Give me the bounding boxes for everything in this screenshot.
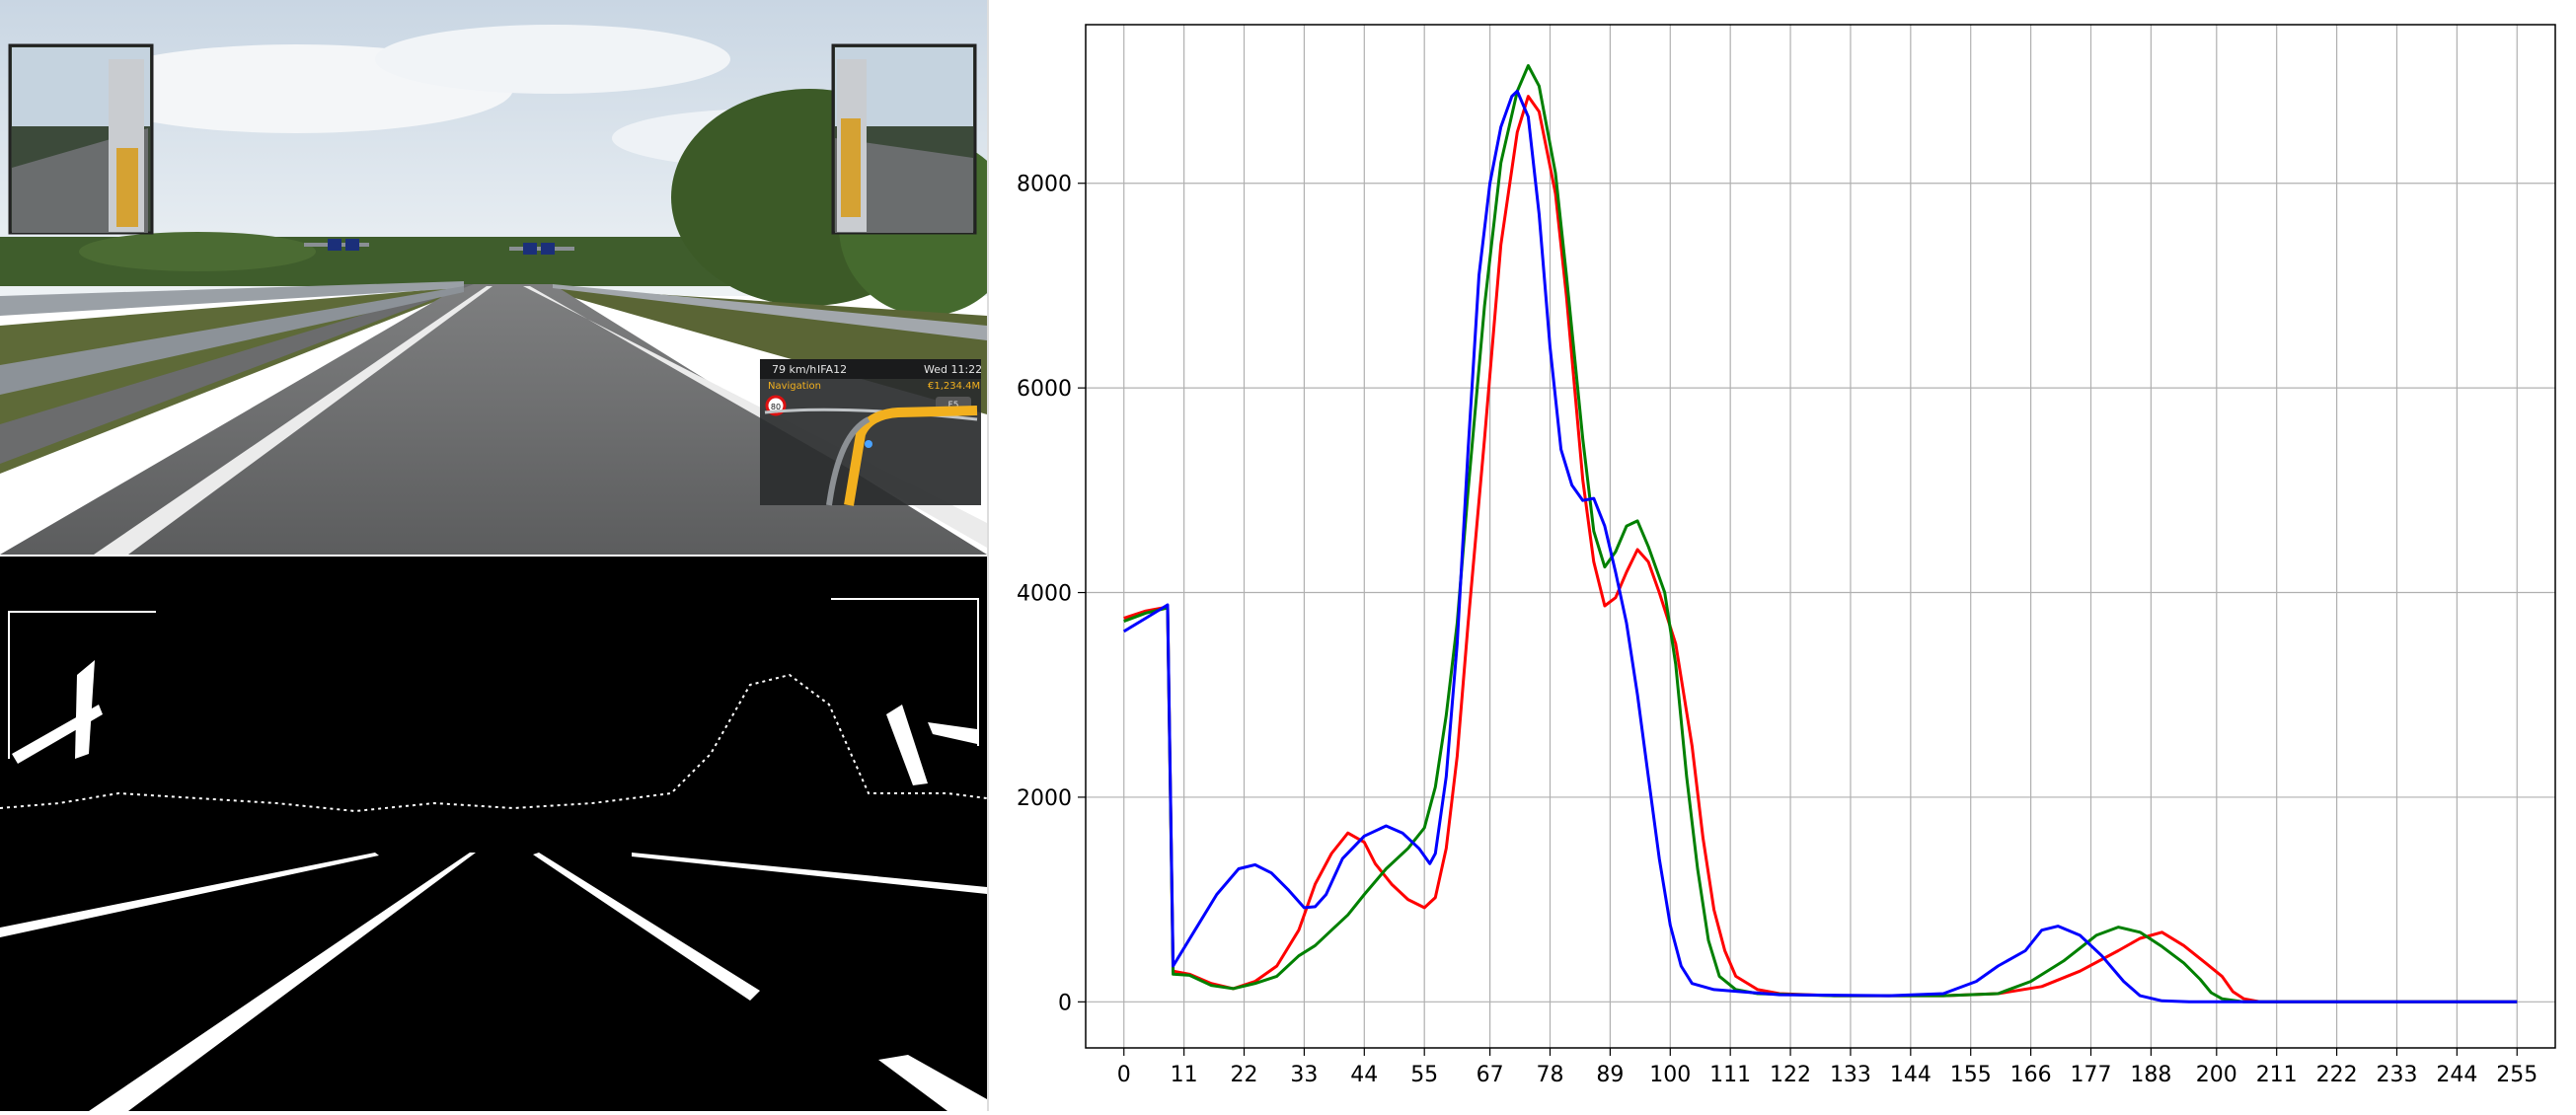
plot-frame xyxy=(1085,24,2556,1049)
x-tick-label: 133 xyxy=(1830,1063,1871,1087)
sign-board xyxy=(523,243,537,255)
cloud xyxy=(375,25,730,94)
right-mirror xyxy=(831,43,977,235)
x-tick-label: 211 xyxy=(2256,1063,2298,1087)
hud-road: IFA12 xyxy=(817,363,847,376)
x-tick-label: 255 xyxy=(2496,1063,2538,1087)
blue-channel-line xyxy=(1122,89,2518,1004)
guardrail-left xyxy=(0,286,464,395)
x-tick-label: 200 xyxy=(2196,1063,2237,1087)
grass-left xyxy=(0,286,474,474)
x-tick-label: 78 xyxy=(1537,1063,1564,1087)
mask-mirror-blob xyxy=(75,660,95,759)
x-tick-label: 55 xyxy=(1410,1063,1438,1087)
x-tick-label: 144 xyxy=(1890,1063,1932,1087)
x-axis: 0 11 22 33 44 55 67 78 89 100 111 122 133 144 155 166 17… xyxy=(1117,1048,2538,1087)
y-tick-label: 4000 xyxy=(1017,582,1072,607)
x-tick-label: 44 xyxy=(1350,1063,1378,1087)
road xyxy=(0,284,987,555)
x-tick-label: 244 xyxy=(2436,1063,2477,1087)
mask-mirror-blob xyxy=(928,722,977,744)
guardrail-right xyxy=(553,284,987,340)
x-tick-label: 33 xyxy=(1290,1063,1318,1087)
hud-zoom-key: F5 xyxy=(948,401,959,410)
x-tick-label: 122 xyxy=(1770,1063,1811,1087)
y-axis: 0 2000 4000 6000 8000 xyxy=(1017,173,1086,1015)
y-tick-label: 8000 xyxy=(1017,173,1072,197)
y-tick-label: 6000 xyxy=(1017,377,1072,402)
mask-mirror-blob xyxy=(886,705,928,785)
hud-speed-limit: 80 xyxy=(771,403,781,411)
mask-lane-right xyxy=(533,853,760,1001)
x-tick-label: 177 xyxy=(2070,1063,2111,1087)
navigation-hud: 79 km/h IFA12 Wed 11:22 Navigation €1,23… xyxy=(760,359,982,506)
mask-lane-left xyxy=(89,853,476,1111)
sign-board xyxy=(541,243,555,255)
hud-money: €1,234.4M xyxy=(928,381,980,392)
truck-position-icon xyxy=(865,440,872,448)
y-tick-label: 2000 xyxy=(1017,786,1072,811)
x-tick-label: 155 xyxy=(1950,1063,1992,1087)
tree-cluster xyxy=(79,232,316,271)
red-channel-line xyxy=(1123,95,2518,1004)
y-tick-label: 0 xyxy=(1058,991,1072,1015)
x-tick-label: 222 xyxy=(2316,1063,2358,1087)
hud-speed: 79 km/h xyxy=(772,363,816,376)
x-tick-label: 11 xyxy=(1171,1063,1198,1087)
x-tick-label: 0 xyxy=(1117,1063,1131,1087)
series-layer xyxy=(1122,64,2518,1004)
hud-time: Wed 11:22 xyxy=(924,363,982,376)
mask-mirror-outline xyxy=(831,598,979,600)
mask-mirror-outline xyxy=(8,611,156,613)
x-tick-label: 89 xyxy=(1596,1063,1624,1087)
lane-marking-left xyxy=(94,286,492,555)
game-scene: 79 km/h IFA12 Wed 11:22 Navigation €1,23… xyxy=(0,0,987,555)
mask-mirror-blob xyxy=(12,705,103,764)
game-camera-view: 79 km/h IFA12 Wed 11:22 Navigation €1,23… xyxy=(0,0,987,555)
binary-threshold-view xyxy=(0,557,987,1111)
x-tick-label: 111 xyxy=(1709,1063,1751,1087)
x-tick-label: 188 xyxy=(2130,1063,2171,1087)
mask-mirror-outline xyxy=(977,598,979,746)
threshold-mask xyxy=(0,557,987,1111)
left-mirror xyxy=(8,43,154,235)
x-tick-label: 22 xyxy=(1231,1063,1258,1087)
panel-divider xyxy=(987,0,989,1111)
x-tick-label: 100 xyxy=(1649,1063,1691,1087)
x-tick-label: 67 xyxy=(1477,1063,1504,1087)
mask-speckle-horizon xyxy=(0,673,987,813)
guardrail-far-left xyxy=(0,281,464,316)
hud-navigation-label: Navigation xyxy=(768,381,821,392)
x-tick-label: 233 xyxy=(2376,1063,2417,1087)
green-channel-line xyxy=(1123,64,2518,1004)
rgb-histogram-chart: 0 11 22 33 44 55 67 78 89 100 111 122 133 144 155 166 17… xyxy=(1017,24,2556,1087)
grid xyxy=(1086,25,2555,1048)
histogram-chart-panel: 0 11 22 33 44 55 67 78 89 100 111 122 133 144 155 166 17… xyxy=(989,0,2576,1111)
sign-board xyxy=(328,239,341,251)
mask-mirror-outline xyxy=(8,611,10,759)
mask-lane-far-left xyxy=(0,853,379,937)
mask-lane-far-right xyxy=(632,853,987,894)
sign-board xyxy=(345,239,359,251)
mask-lane-corner xyxy=(878,1055,987,1111)
shoulder-left xyxy=(0,284,474,464)
x-tick-label: 166 xyxy=(2010,1063,2052,1087)
